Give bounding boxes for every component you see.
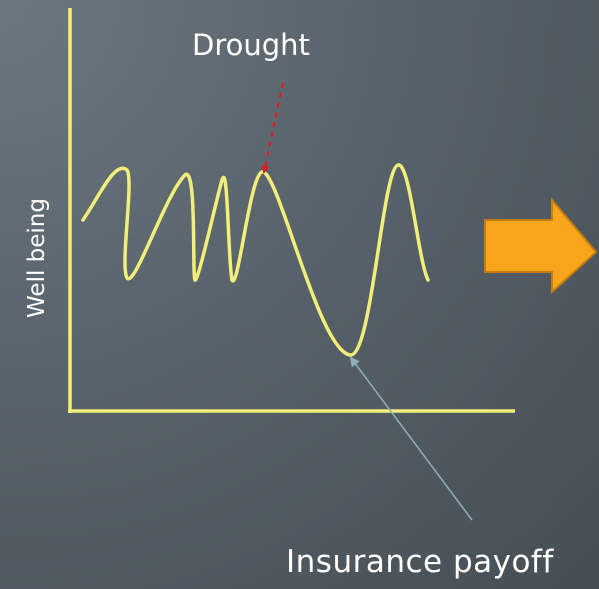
y-axis-label: Well being [24,198,50,318]
drought-arrow [261,82,284,174]
insurance-payoff-arrow [349,356,473,521]
drought-label: Drought [192,28,310,62]
well-being-curve [81,163,430,357]
insurance-payoff-label: Insurance payoff [286,544,554,580]
right-arrow-icon [484,197,598,295]
